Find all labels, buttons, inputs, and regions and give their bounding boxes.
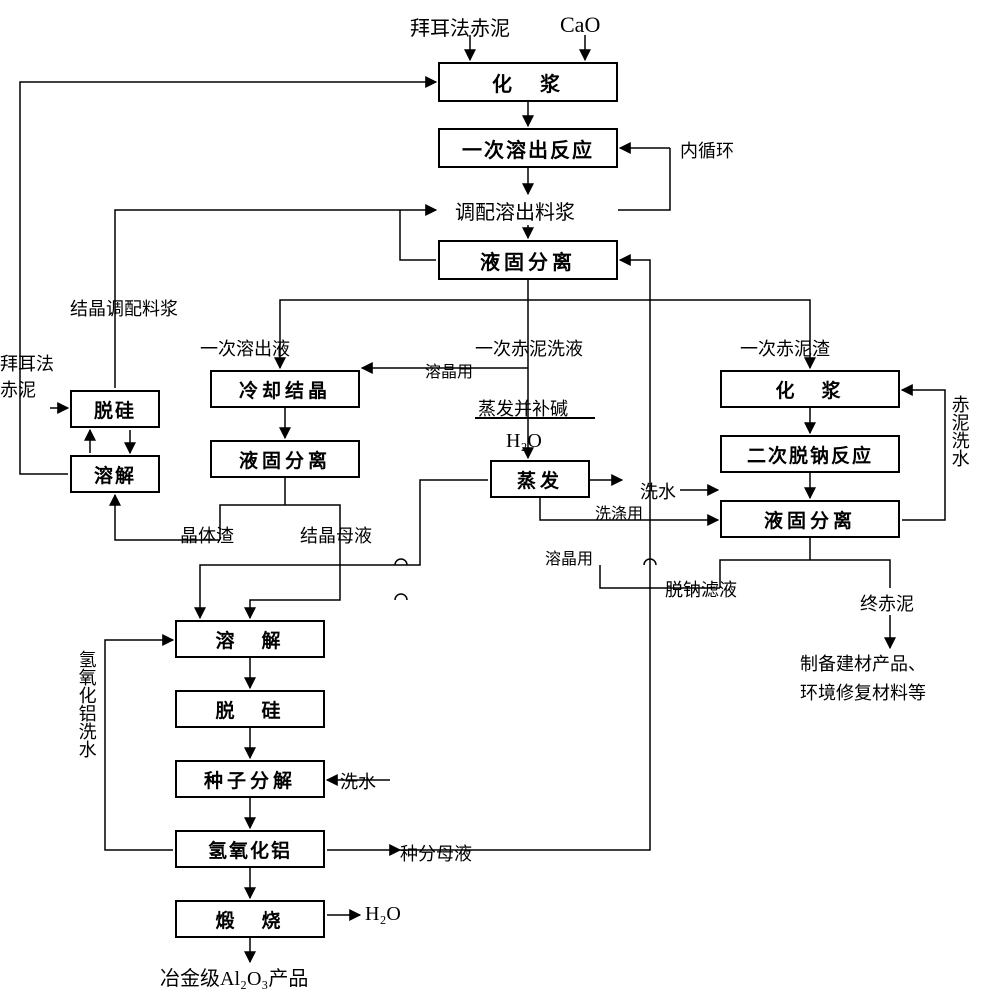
node-ls-sep-2: 液固分离: [210, 440, 360, 478]
label-crystal-slag: 晶体渣: [180, 522, 234, 548]
label-crystal-mother: 结晶母液: [300, 522, 372, 548]
input-bayer-red-mud: 拜耳法赤泥: [410, 12, 510, 41]
label-h2o-out: H₂O: [365, 903, 401, 926]
label-wash-use: 洗涤用: [595, 500, 643, 524]
input-cao: CaO: [560, 12, 600, 38]
node-seed-decompose: 种子分解: [175, 760, 325, 798]
node-evaporate: 蒸发: [490, 460, 590, 498]
node-dissolve-2: 溶 解: [175, 620, 325, 658]
label-final-mud: 终赤泥: [860, 590, 914, 616]
label-crystal-adjust-slurry: 结晶调配料浆: [70, 295, 178, 321]
input-bayer-red-mud-2: 拜耳法赤泥: [0, 350, 60, 402]
node-al-hydroxide: 氢氧化铝: [175, 830, 325, 868]
node-calcine: 煅 烧: [175, 900, 325, 938]
label-evap-supplement: 蒸发并补碱: [478, 395, 568, 421]
label-crystal-use-1: 溶晶用: [425, 358, 473, 382]
node-adjust-slurry: 调配溶出料浆: [455, 196, 575, 225]
label-final-product: 冶金级Al₂O₃产品: [160, 962, 308, 991]
label-wash-water-1: 洗水: [640, 478, 676, 504]
node-ls-sep-3: 液固分离: [720, 500, 900, 538]
label-seed-mother: 种分母液: [400, 840, 472, 866]
label-mud-wash-water: 赤泥洗水: [948, 395, 970, 467]
label-wash-water-2: 洗水: [340, 768, 376, 794]
node-second-desodium: 二次脱钠反应: [720, 435, 900, 473]
label-inner-loop: 内循环: [680, 137, 734, 163]
label-desodium-filtrate: 脱钠滤液: [665, 576, 737, 602]
node-slurry-1: 化 浆: [438, 62, 618, 102]
label-al-wash-water: 氢氧化铝洗水: [75, 650, 97, 758]
label-first-dissolve-liquid: 一次溶出液: [200, 335, 290, 361]
label-first-mud-slag: 一次赤泥渣: [740, 335, 830, 361]
node-desilicate-2: 脱 硅: [175, 690, 325, 728]
label-h2o-in: H₂O: [506, 430, 542, 453]
node-first-dissolve: 一次溶出反应: [438, 128, 618, 168]
node-slurry-2: 化 浆: [720, 370, 900, 408]
node-ls-sep-1: 液固分离: [438, 240, 618, 280]
label-crystal-use-2: 溶晶用: [545, 545, 593, 569]
label-first-mud-wash: 一次赤泥洗液: [475, 335, 583, 361]
label-products: 制备建材产品、 环境修复材料等: [800, 650, 926, 708]
node-cool-crystal: 冷却结晶: [210, 370, 360, 408]
node-desilicate-1: 脱硅: [70, 390, 160, 428]
node-dissolve-1: 溶解: [70, 455, 160, 493]
